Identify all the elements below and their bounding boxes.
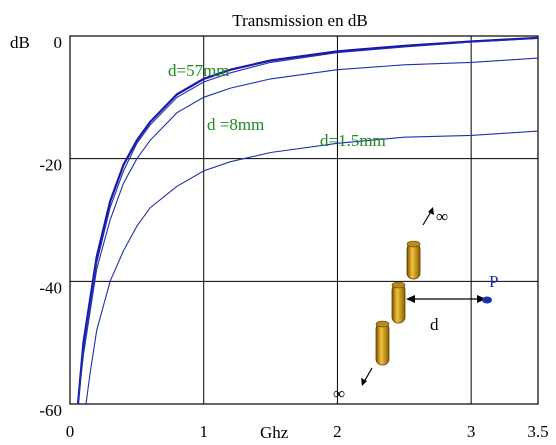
y-axis-label: dB [10, 33, 30, 52]
curve-annotation: d =8mm [207, 115, 264, 134]
curve-series-2 [77, 37, 539, 405]
arrow-down-shaft [363, 367, 373, 383]
y-tick-label: -40 [39, 278, 62, 297]
x-tick-label: 0 [66, 422, 75, 441]
inset-diagram: ∞ ∞ d P [333, 207, 498, 403]
arrow-down-head [361, 378, 367, 386]
x-tick-label: 3 [467, 422, 476, 441]
arrow-up-head [428, 207, 434, 215]
wire-segment-middle-cap [391, 281, 406, 289]
distance-arrow-right-head [477, 295, 486, 303]
grid [69, 35, 539, 405]
curve-series-1 [76, 36, 539, 405]
wire-segment-top-cap [406, 240, 421, 248]
wire-segment-top [406, 242, 421, 280]
plot-frame [69, 35, 539, 405]
x-tick-label: 1 [199, 422, 208, 441]
y-tick-label: -60 [39, 401, 62, 420]
tick-labels: 0 1 2 3 3.5 0 -20 -40 -60 [39, 33, 548, 441]
curve-annotation: d=1.5mm [320, 131, 386, 150]
chart-title: Transmission en dB [232, 11, 367, 30]
curve-series-4 [85, 130, 539, 405]
x-tick-label: 3.5 [527, 422, 548, 441]
curve-annotations: d=57mm d =8mm d=1.5mm [168, 61, 386, 150]
wire-segment-bottom-cap [375, 320, 390, 328]
x-axis-label: Ghz [260, 423, 289, 442]
y-tick-label: 0 [54, 33, 63, 52]
distance-arrow-left-head [406, 295, 415, 303]
distance-label: d [430, 315, 439, 334]
infinity-bottom-label: ∞ [333, 384, 345, 403]
curve-annotation: d=57mm [168, 61, 230, 80]
x-tick-label: 2 [333, 422, 342, 441]
curve-series-3 [77, 57, 539, 405]
wire-segment-bottom [375, 322, 390, 366]
infinity-top-label: ∞ [436, 207, 448, 226]
point-p-label: P [489, 272, 498, 291]
wire-segment-middle [391, 283, 406, 324]
point-p-marker [482, 296, 492, 304]
y-tick-label: -20 [39, 156, 62, 175]
curves [76, 36, 539, 405]
